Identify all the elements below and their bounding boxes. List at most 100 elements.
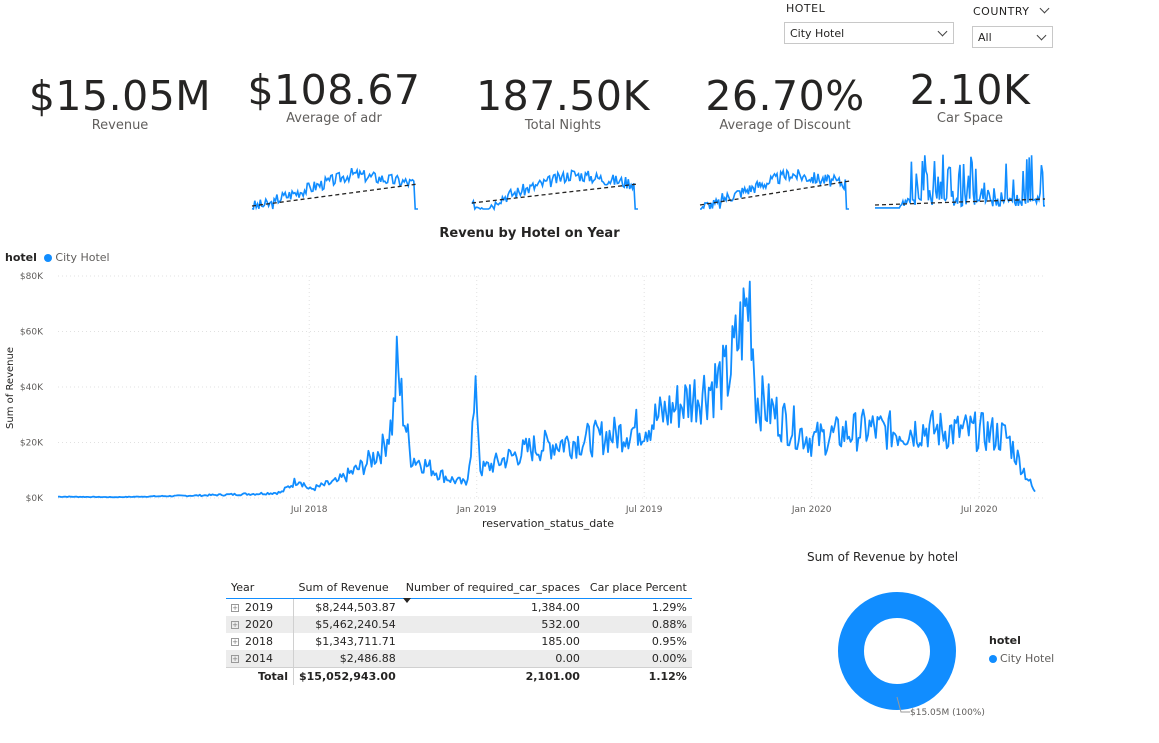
expand-icon[interactable]: + xyxy=(231,621,239,629)
x-grid: Jul 2018 Jan 2019 Jul 2019 Jan 2020 Jul 2020 xyxy=(290,276,998,515)
kpi-car: 2.10K Car Space xyxy=(860,66,1080,126)
cell-car: 0.00 xyxy=(400,650,585,668)
cell-total-pct: 1.12% xyxy=(584,667,692,685)
line-legend-title: hotel xyxy=(5,251,37,264)
col-header-car-percent[interactable]: Car place Percent xyxy=(584,578,692,599)
cell-pct: 0.00% xyxy=(584,650,692,668)
cell-revenue: $1,343,711.71 xyxy=(315,635,396,648)
donut-leader-line xyxy=(896,696,910,713)
cell-year: 2014 xyxy=(245,652,273,665)
sparkline-car xyxy=(874,154,1046,209)
kpi-car-value: 2.10K xyxy=(909,66,1031,114)
col-header-car-spaces[interactable]: Number of required_car_spaces xyxy=(400,578,585,603)
cell-total-car: 2,101.00 xyxy=(400,667,585,685)
hotel-dropdown-value: City Hotel xyxy=(790,27,845,40)
revenue-table-container: Year Sum of Revenue Number of required_c… xyxy=(226,578,692,685)
cell-pct: 1.29% xyxy=(651,601,687,614)
kpi-revenue: $15.05M Revenue xyxy=(10,72,230,133)
table-row: +2020 $5,462,240.54 532.00 0.88% xyxy=(226,616,692,633)
kpi-discount-label: Average of Discount xyxy=(719,118,851,133)
kpi-car-label: Car Space xyxy=(936,111,1004,126)
cell-pct: 0.95% xyxy=(651,635,687,648)
cell-total-label: Total xyxy=(226,667,294,685)
y-tick-label: $80K xyxy=(20,272,44,282)
sparkline-discount xyxy=(699,167,851,210)
donut-slice-city-hotel[interactable] xyxy=(838,592,956,710)
sparkline-car-line xyxy=(875,154,1045,209)
cell-revenue: $8,244,503.87 xyxy=(315,601,396,614)
chevron-down-icon xyxy=(1036,30,1047,41)
cell-revenue: $5,462,240.54 xyxy=(293,616,401,633)
expand-icon[interactable]: + xyxy=(231,655,239,663)
kpi-nights-label: Total Nights xyxy=(524,118,602,133)
x-tick-label: Jul 2020 xyxy=(960,505,998,515)
x-tick-label: Jul 2018 xyxy=(290,505,328,515)
hotel-slicer: HOTEL xyxy=(786,2,825,15)
kpi-nights: 187.50K Total Nights xyxy=(453,72,673,133)
table-row: +2018 $1,343,711.71 185.00 0.95% xyxy=(226,633,692,650)
sparkline-adr xyxy=(251,167,419,211)
donut-legend-title: hotel xyxy=(989,634,1021,647)
table-row: +2014 $2,486.88 0.00 0.00% xyxy=(226,650,692,668)
col-header-car-spaces-label: Number of required_car_spaces xyxy=(405,581,580,594)
sparkline-nights xyxy=(471,169,639,212)
kpi-adr-value: $108.67 xyxy=(247,66,421,114)
x-tick-label: Jan 2019 xyxy=(456,505,497,515)
sort-desc-icon xyxy=(402,598,411,603)
cell-car: 532.00 xyxy=(400,616,585,633)
kpi-nights-value: 187.50K xyxy=(476,72,650,120)
cell-year: 2019 xyxy=(245,601,273,614)
col-header-year[interactable]: Year xyxy=(226,578,294,599)
country-slicer: COUNTRY xyxy=(973,5,1030,18)
expand-icon[interactable]: + xyxy=(231,638,239,646)
revenue-table[interactable]: Year Sum of Revenue Number of required_c… xyxy=(226,578,692,685)
y-axis-label: Sum of Revenue xyxy=(5,347,16,429)
country-dropdown-value: All xyxy=(978,31,992,44)
donut-legend[interactable]: hotel City Hotel xyxy=(989,634,1054,665)
cell-car: 185.00 xyxy=(541,635,580,648)
cell-year: 2020 xyxy=(245,618,273,631)
sparkline-car-trend xyxy=(874,198,1046,206)
kpi-discount: 26.70% Average of Discount xyxy=(675,72,895,133)
table-row: +2019 $8,244,503.87 1,384.00 1.29% xyxy=(226,598,692,616)
kpi-adr: $108.67 Average of adr xyxy=(224,66,444,126)
country-slicer-title: COUNTRY xyxy=(973,5,1030,18)
x-tick-label: Jul 2019 xyxy=(625,505,663,515)
sparkline-adr-line xyxy=(251,167,418,211)
x-axis-label: reservation_status_date xyxy=(482,517,614,530)
donut-legend-label: City Hotel xyxy=(1000,652,1055,665)
line-chart-legend[interactable]: hotel City Hotel xyxy=(5,251,110,264)
kpi-revenue-value: $15.05M xyxy=(28,72,212,120)
revenue-line-chart[interactable]: $80K$60K$40K$20K$0K Jul 2018 Jan 2019 Jul … xyxy=(0,262,1060,534)
y-grid: $80K $60K $40K $20K $0K xyxy=(20,272,1045,504)
country-dropdown[interactable]: All xyxy=(972,26,1053,48)
sparkline-discount-trend xyxy=(699,180,851,206)
donut-legend-item[interactable]: City Hotel xyxy=(989,652,1054,665)
y-tick-label: $0K xyxy=(26,494,44,504)
chevron-down-icon[interactable] xyxy=(1039,3,1050,14)
cell-year: 2018 xyxy=(245,635,273,648)
cell-pct: 0.88% xyxy=(584,616,692,633)
donut-data-label: $15.05M (100%) xyxy=(910,708,985,718)
x-tick-label: Jan 2020 xyxy=(791,505,832,515)
legend-dot-icon xyxy=(989,655,997,663)
y-tick-label: $40K xyxy=(20,383,44,393)
sparkline-nights-line xyxy=(471,169,638,212)
donut-chart[interactable] xyxy=(838,592,958,717)
col-header-revenue[interactable]: Sum of Revenue xyxy=(293,578,401,599)
kpi-adr-label: Average of adr xyxy=(286,111,382,126)
sparkline-nights-trend xyxy=(471,183,639,204)
hotel-slicer-title: HOTEL xyxy=(786,2,826,15)
kpi-discount-value: 26.70% xyxy=(705,72,865,120)
chevron-down-icon xyxy=(937,26,948,37)
table-total-row: Total $15,052,943.00 2,101.00 1.12% xyxy=(226,667,692,685)
cell-total-revenue: $15,052,943.00 xyxy=(293,667,401,685)
line-legend-item: City Hotel xyxy=(55,251,110,264)
cell-revenue: $2,486.88 xyxy=(293,650,401,668)
donut-title: Sum of Revenue by hotel xyxy=(806,550,959,564)
cell-car: 1,384.00 xyxy=(530,601,580,614)
sparkline-discount-line xyxy=(700,167,849,210)
kpi-revenue-label: Revenue xyxy=(91,118,149,133)
expand-icon[interactable]: + xyxy=(231,604,239,612)
hotel-dropdown[interactable]: City Hotel xyxy=(784,22,954,44)
